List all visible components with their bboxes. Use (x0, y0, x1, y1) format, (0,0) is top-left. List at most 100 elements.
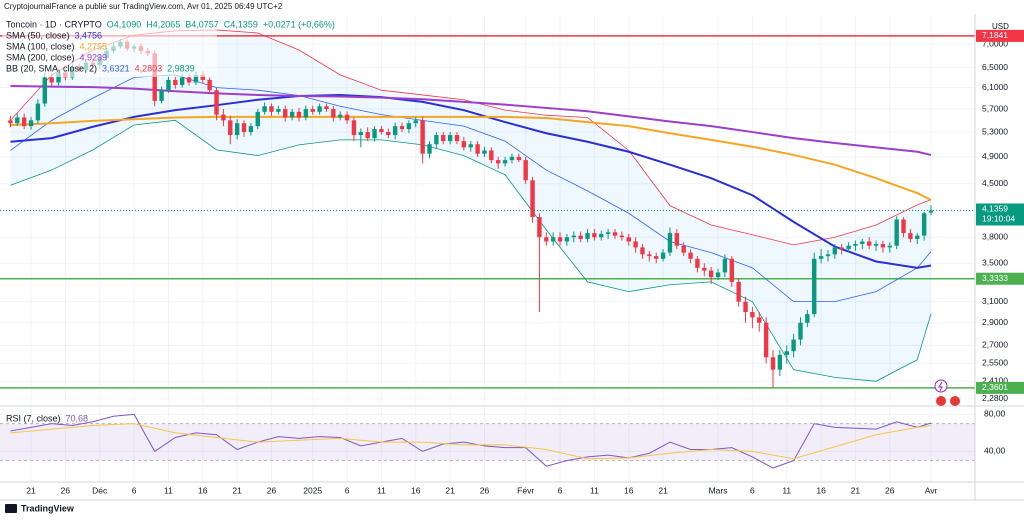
candle-body (915, 235, 920, 239)
candle-body (228, 120, 233, 136)
legend-value: C4,1359 (224, 19, 258, 29)
candle-body (578, 235, 583, 239)
candle-body (853, 243, 858, 246)
event-flag[interactable] (936, 396, 946, 406)
event-flag[interactable] (950, 396, 960, 406)
candle-body (399, 126, 405, 130)
legend-value: H4,2065 (146, 19, 180, 29)
x-tick-label: 26 (267, 485, 277, 495)
candle-body (757, 317, 762, 323)
candle-body (832, 247, 838, 255)
candle-body (447, 135, 453, 142)
x-tick-label: Avr (925, 485, 938, 495)
candle-body (296, 111, 302, 118)
x-tick-label: 26 (61, 485, 71, 495)
legend-value: B4,0757 (185, 19, 219, 29)
legend-bg (2, 19, 217, 77)
candle-body (873, 243, 879, 246)
legend-value: 3,4756 (75, 30, 103, 40)
last-price-tag (976, 203, 1024, 226)
candle-body (839, 247, 844, 250)
countdown: 19:10:04 (982, 214, 1015, 224)
candle-body (825, 254, 831, 257)
x-tick-label: 21 (232, 485, 242, 495)
candle-body (860, 241, 865, 244)
candle-body (777, 354, 783, 370)
candle-body (234, 123, 240, 136)
x-tick-label: 21 (26, 485, 36, 495)
price-tag (976, 272, 1024, 285)
legend-value: 2,9839 (167, 63, 195, 73)
candle-body (633, 241, 638, 248)
candle-body (585, 233, 590, 239)
candle-body (537, 217, 542, 238)
candle-body (516, 156, 522, 161)
candle-body (15, 117, 20, 124)
candle-body (255, 111, 260, 127)
y-tick-label: 5,3000 (982, 126, 1008, 136)
candle-body (502, 160, 508, 164)
candle-body (186, 77, 192, 83)
last-price-label: 4,1359 (982, 204, 1008, 214)
y-tick-label: 6,5000 (982, 62, 1008, 72)
x-tick-label: 6 (132, 485, 137, 495)
candle-body (894, 219, 899, 246)
x-tick-label: Mars (709, 485, 728, 495)
x-tick-label: 11 (377, 485, 386, 495)
candle-body (763, 322, 769, 358)
candle-body (523, 160, 528, 181)
x-tick-label: 16 (198, 485, 208, 495)
candle-body (489, 150, 494, 161)
candle-body (647, 254, 652, 257)
candle-body (166, 79, 171, 91)
candle-body (214, 90, 219, 115)
candle-body (221, 114, 226, 121)
candle-body (818, 256, 824, 259)
candle-body (557, 237, 563, 242)
y-unit: USD (992, 22, 1009, 31)
x-tick-label: 16 (624, 485, 634, 495)
y-tick-label: 4,5000 (982, 178, 1008, 188)
candle-body (564, 237, 570, 242)
candle-body (530, 180, 535, 218)
x-tick-label: 11 (590, 485, 599, 495)
y-tick-label: 3,1000 (982, 296, 1008, 306)
price-tag-label: 7,1841 (982, 30, 1008, 40)
y-tick-label: 2,4100 (982, 376, 1008, 386)
candle-body (324, 106, 329, 110)
candle-body (866, 241, 872, 246)
candle-body (386, 132, 391, 136)
candle-body (688, 252, 693, 259)
price-tag-label: 2,3601 (982, 382, 1008, 392)
footer-logo (5, 504, 17, 513)
candle-body (427, 144, 432, 154)
candle-body (337, 114, 343, 118)
candle-body (605, 232, 611, 234)
candle-body (599, 233, 604, 238)
price-tag (976, 29, 1024, 42)
candle-body (392, 126, 398, 136)
candle-body (667, 233, 673, 253)
x-tick-label: 11 (164, 485, 173, 495)
x-tick-label: 26 (885, 485, 895, 495)
candle-body (420, 120, 425, 154)
axes: 7,0000 6,5000 6,1000 5,7000 5,3000 4,9000 4,50… (26, 29, 1024, 495)
y-tick-label: 5,7000 (982, 103, 1008, 113)
candle-body (722, 258, 728, 273)
y-tick-label: 6,1000 (982, 82, 1008, 92)
legend-entry: RSI (7, close) (6, 413, 61, 423)
legend-value: 70,68 (66, 413, 89, 423)
rsi-tick-label: 40,00 (984, 446, 1006, 456)
sma-line (10, 115, 932, 201)
x-tick-label: 16 (411, 485, 421, 495)
candle-body (441, 135, 446, 142)
candle-body (406, 123, 412, 130)
rsi-line (10, 423, 932, 460)
candle-body (640, 247, 645, 255)
x-tick-label: 6 (750, 485, 755, 495)
x-tick-label: 21 (445, 485, 455, 495)
y-tick-label: 2,5500 (982, 358, 1008, 368)
event-icon[interactable] (934, 379, 948, 393)
